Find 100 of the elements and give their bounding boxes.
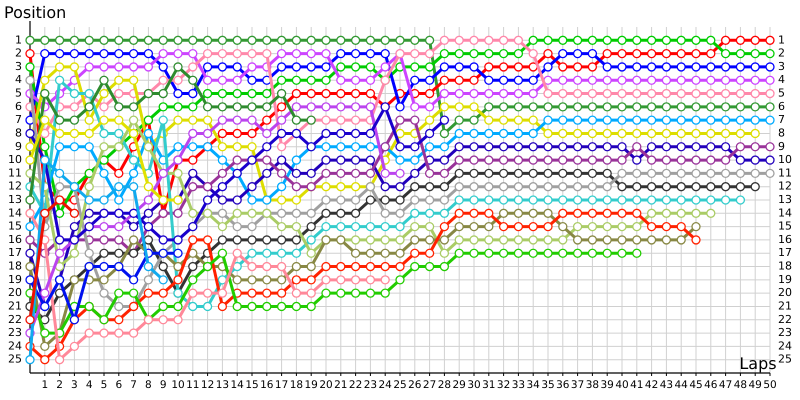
point [144,275,154,284]
y-tick-label: 22 [8,312,22,326]
point [232,248,242,258]
point [706,36,716,45]
y2-tick-label: 7 [778,113,785,126]
point [498,36,508,45]
point [617,116,627,125]
point [366,235,376,245]
point [276,102,286,112]
point [218,288,228,298]
point [440,182,450,192]
point [736,88,746,98]
point [514,235,524,245]
point [158,315,168,324]
point [454,235,464,245]
y-axis-title: Position [4,3,66,22]
point [514,48,524,58]
point [188,302,198,312]
point [144,62,154,72]
point [632,222,642,232]
point [454,182,464,192]
point [202,128,212,138]
point [662,208,672,218]
point [469,36,479,45]
point [232,48,242,58]
point [424,208,434,218]
point [440,62,450,72]
point [292,222,302,232]
point [528,182,538,192]
point [765,48,775,58]
point [276,48,286,58]
point [750,142,760,152]
point [350,76,360,85]
point [292,168,302,178]
point [232,116,242,125]
point [484,235,494,245]
point [84,248,94,258]
point [543,36,553,45]
point [84,328,94,338]
point [498,48,508,58]
point [484,62,494,72]
point [632,168,642,178]
point [114,235,124,245]
point [202,36,212,45]
point [750,76,760,85]
point [617,195,627,205]
point [424,116,434,125]
y-tick-label: 2 [15,46,22,60]
point [247,62,257,72]
point [262,116,272,125]
point [321,48,331,58]
point [276,302,286,312]
x-tick-label: 24 [378,379,392,391]
point [336,195,346,205]
point [158,302,168,312]
y-tick-label: 13 [8,193,22,206]
point [40,142,50,152]
point [484,88,494,98]
point [617,235,627,245]
point [765,88,775,98]
point [528,142,538,152]
point [321,76,331,85]
y2-tick-label: 17 [778,246,792,260]
point [632,248,642,258]
point [158,76,168,85]
point [292,302,302,312]
point [469,62,479,72]
point [514,222,524,232]
point [617,208,627,218]
y2-tick-label: 9 [778,140,785,153]
point [632,76,642,85]
point [676,76,686,85]
point [276,248,286,258]
point [366,48,376,58]
point [750,128,760,138]
point [720,195,730,205]
point [25,355,35,364]
point [350,128,360,138]
point [336,168,346,178]
point [366,275,376,284]
point [720,88,730,98]
point [276,182,286,192]
point [440,262,450,272]
point [395,262,405,272]
point [292,235,302,245]
point [543,62,553,72]
point [572,128,582,138]
point [218,195,228,205]
point [158,36,168,45]
point [602,102,612,112]
point [395,248,405,258]
point [114,36,124,45]
x-tick-label: 49 [748,379,762,391]
point [366,248,376,258]
x-tick-label: 13 [216,379,230,391]
point [84,116,94,125]
point [750,102,760,112]
point [247,275,257,284]
point [366,195,376,205]
point [321,102,331,112]
